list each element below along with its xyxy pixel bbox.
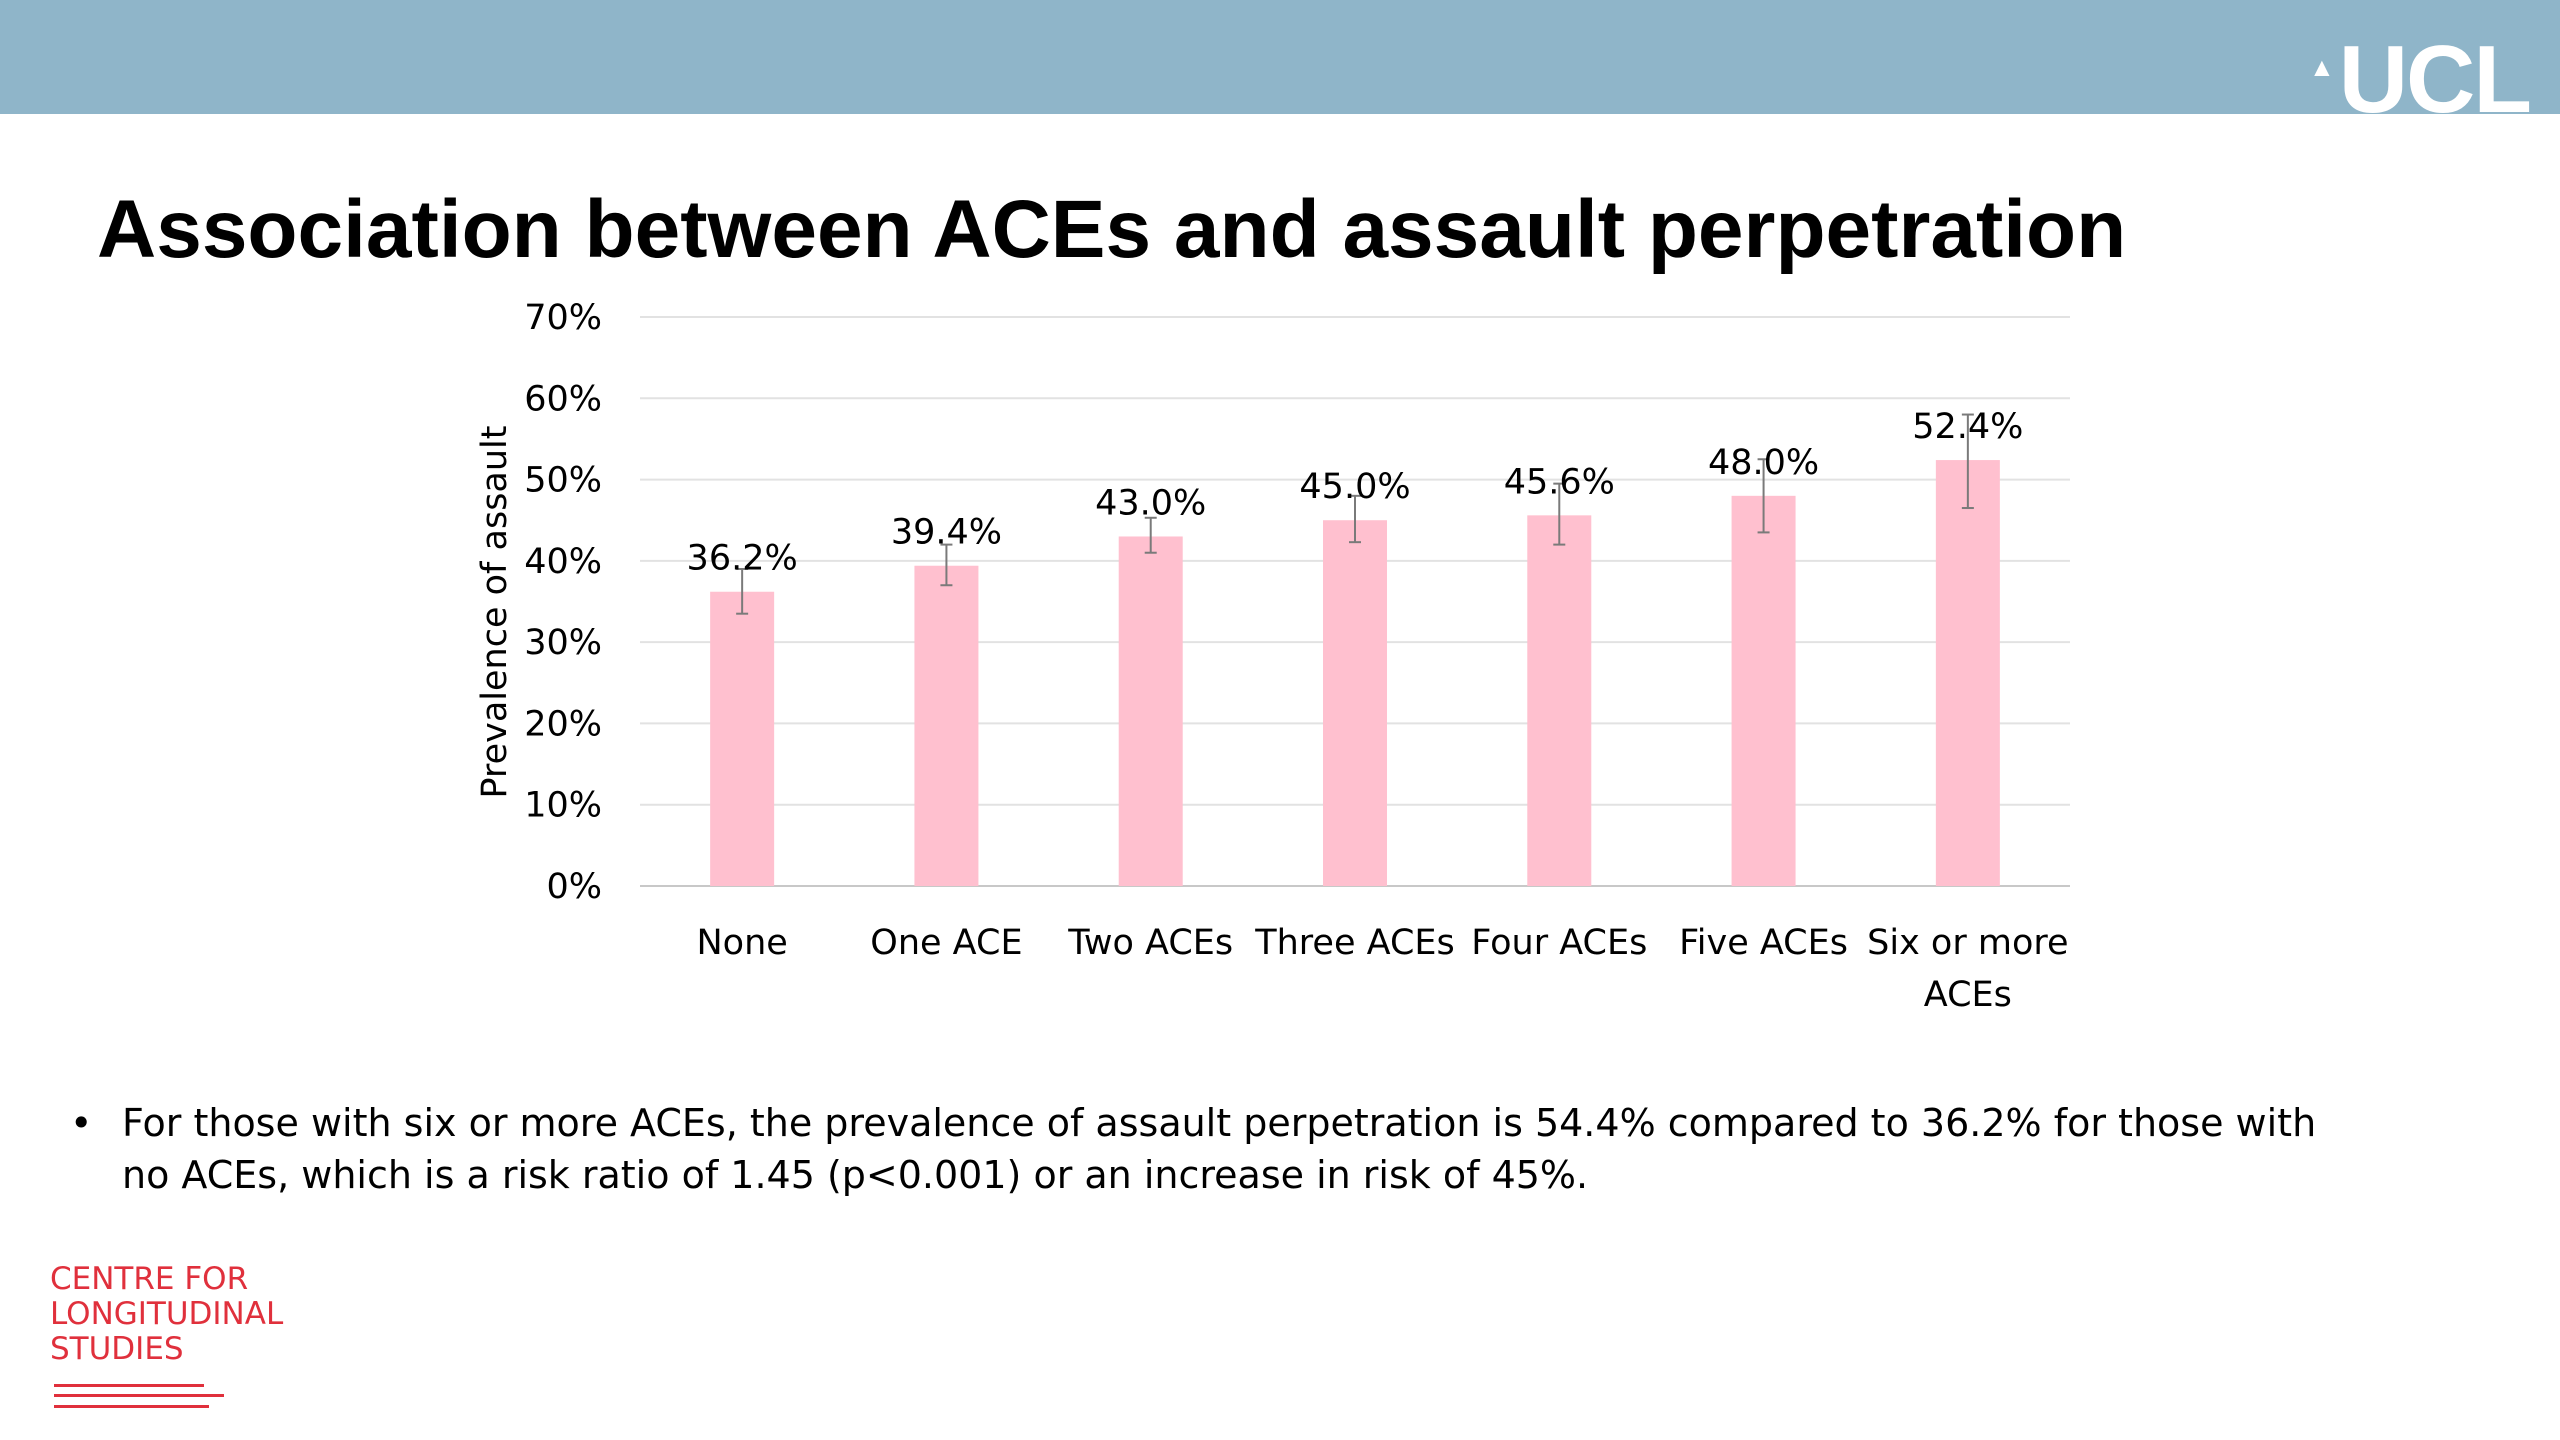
- data-label: 36.2%: [687, 539, 798, 579]
- x-tick-label: Six or more: [1867, 923, 2068, 963]
- bullet-text: For those with six or more ACEs, the pre…: [122, 1101, 2317, 1197]
- y-tick-label: 40%: [524, 542, 602, 582]
- bar: [1118, 536, 1183, 886]
- y-tick-label: 30%: [524, 623, 602, 663]
- cls-logo-line-1: CENTRE FOR: [50, 1261, 249, 1297]
- bar: [914, 565, 979, 886]
- x-tick-label: Three ACEs: [1254, 923, 1455, 963]
- bullet-symbol: •: [70, 1101, 93, 1145]
- cls-logo-rule-2: [54, 1394, 224, 1397]
- y-tick-label: 10%: [524, 786, 602, 826]
- cls-logo-line-3: STUDIES: [50, 1331, 184, 1367]
- x-tick-label: None: [696, 923, 787, 963]
- cls-logo: CENTRE FOR LONGITUDINAL STUDIES: [50, 1261, 350, 1408]
- bar: [1935, 460, 2000, 886]
- y-tick-label: 20%: [524, 704, 602, 744]
- bar: [710, 591, 775, 886]
- data-label: 39.4%: [891, 513, 1002, 553]
- ucl-logo-text: UCL: [2338, 26, 2532, 133]
- bar: [1731, 495, 1796, 886]
- y-tick-label: 0%: [546, 867, 602, 907]
- bar: [1323, 520, 1387, 886]
- page-title: Association between ACEs and assault per…: [97, 184, 2127, 275]
- bar-chart: 0% 10% 20% 30% 40% 50% 60% 70% 36.2% None 39.4% One…: [475, 298, 2070, 1015]
- y-tick-label: 60%: [524, 379, 602, 419]
- y-tick-label: 70%: [524, 298, 602, 338]
- data-label: 45.0%: [1299, 467, 1410, 507]
- data-label: 48.0%: [1708, 443, 1819, 483]
- y-tick-label: 50%: [524, 461, 602, 501]
- x-tick-label: Five ACEs: [1679, 923, 1848, 963]
- data-label: 43.0%: [1095, 483, 1206, 523]
- cls-logo-rule-1: [54, 1384, 204, 1387]
- cls-logo-line-2: LONGITUDINAL: [50, 1296, 284, 1332]
- x-tick-label: One ACE: [870, 923, 1022, 963]
- x-tick-label: Two ACEs: [1067, 923, 1233, 963]
- x-tick-label: Four ACEs: [1471, 923, 1647, 963]
- bar: [1527, 515, 1592, 886]
- dome-icon: ▲: [2308, 52, 2335, 82]
- ucl-logo: ▲ UCL: [2308, 26, 2532, 133]
- x-tick-label: ACEs: [1924, 975, 2012, 1015]
- cls-logo-rule-3: [54, 1405, 209, 1408]
- y-axis-title: Prevalence of assault: [475, 425, 515, 798]
- header-bar: ▲ UCL: [0, 0, 2560, 128]
- data-label: 52.4%: [1912, 407, 2023, 447]
- data-label: 45.6%: [1504, 462, 1615, 502]
